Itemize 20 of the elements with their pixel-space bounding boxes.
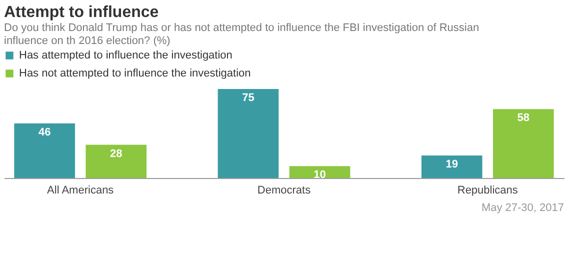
chart-subtitle: Do you think Donald Trump has or has not attempted to influence the FBI investigation of Russian influence on th 2016 election? (%): [4, 22, 480, 47]
data-label: 75: [242, 92, 254, 104]
legend-label: Has not attempted to influence the investigation: [19, 68, 251, 80]
legend-label: Has attempted to influence the investigation: [19, 50, 232, 62]
bar: [289, 166, 350, 178]
x-tick-label: Republicans: [457, 184, 518, 196]
data-label: 58: [517, 112, 530, 124]
bar: [421, 155, 482, 178]
chart-title: Attempt to influence: [4, 4, 159, 21]
x-tick-label: Democrats: [257, 184, 312, 196]
data-label: 46: [38, 126, 51, 138]
data-label: 10: [314, 169, 326, 182]
data-label: 19: [446, 158, 458, 170]
data-label: 28: [110, 148, 122, 160]
bar: [218, 88, 279, 178]
bar: [493, 109, 554, 178]
bar: [86, 144, 147, 178]
text: May 27-30, 2017: [481, 202, 564, 214]
x-tick-label: All Americans: [47, 184, 114, 196]
bar: [14, 123, 75, 178]
